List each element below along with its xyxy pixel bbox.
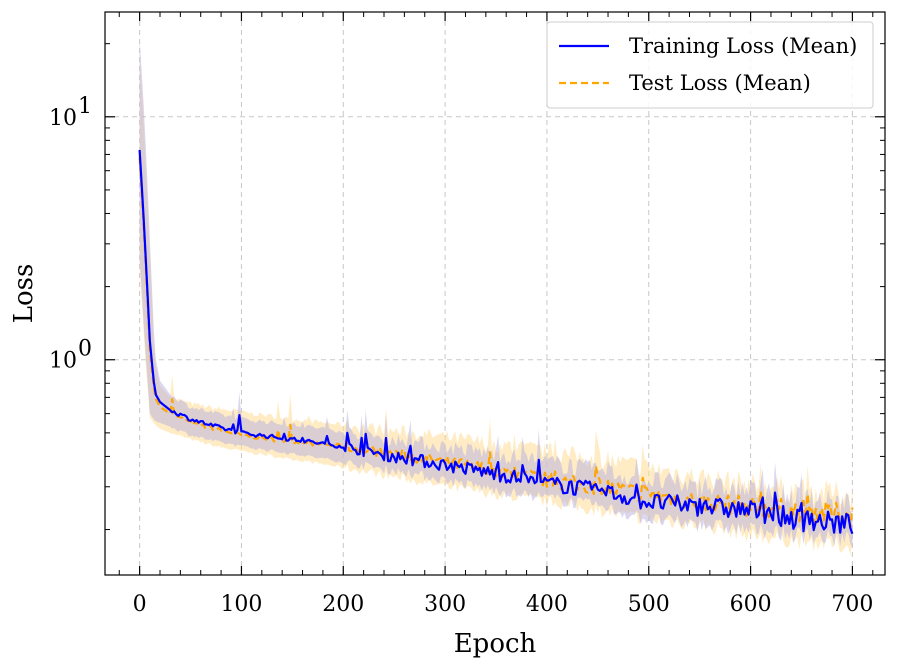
y-tick-label: 10	[49, 106, 77, 131]
plot-frame	[104, 11, 886, 576]
legend: Training Loss (Mean) Test Loss (Mean)	[546, 21, 874, 109]
x-tick-label: 0	[133, 592, 147, 617]
axis-ticks	[105, 12, 885, 575]
training-loss-line	[138, 149, 854, 535]
x-tick-label: 600	[730, 592, 772, 617]
x-tick-label: 500	[628, 592, 670, 617]
y-tick-exponent: 0	[78, 337, 92, 362]
x-tick-label: 700	[831, 592, 873, 617]
x-tick-label: 300	[424, 592, 466, 617]
x-tick-label: 400	[526, 592, 568, 617]
legend-box	[546, 21, 874, 109]
legend-label-training: Training Loss (Mean)	[629, 34, 857, 58]
x-tick-label: 100	[220, 592, 262, 617]
x-tick-label: 200	[322, 592, 364, 617]
mean-lines	[138, 149, 854, 535]
y-tick-exponent: 1	[78, 94, 92, 119]
x-axis-label: Epoch	[454, 629, 537, 659]
y-tick-label: 10	[49, 349, 77, 374]
test-loss-line	[138, 157, 854, 528]
legend-label-test: Test Loss (Mean)	[629, 71, 811, 95]
std-bands	[139, 38, 853, 556]
y-axis-label: Loss	[9, 264, 39, 324]
